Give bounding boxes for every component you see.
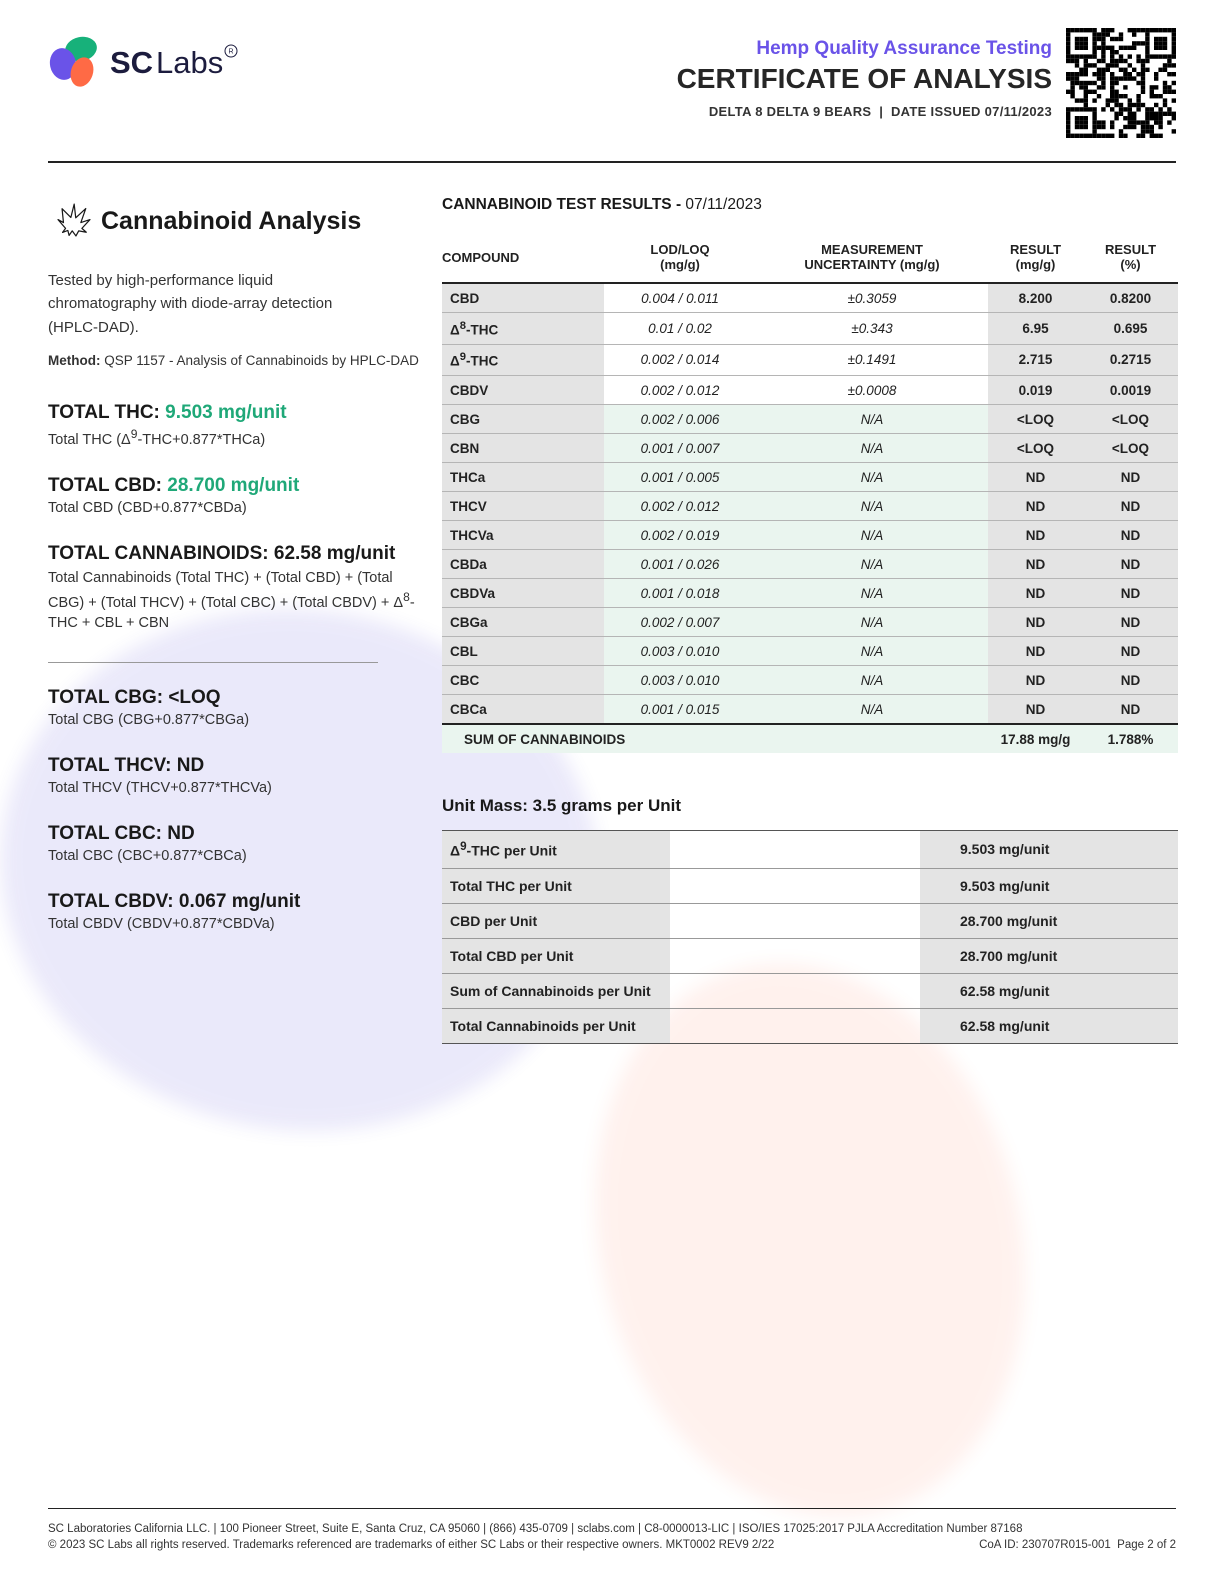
svg-text:Labs: Labs [156,45,223,80]
svg-text:SC: SC [110,45,153,80]
svg-text:R: R [228,49,233,56]
